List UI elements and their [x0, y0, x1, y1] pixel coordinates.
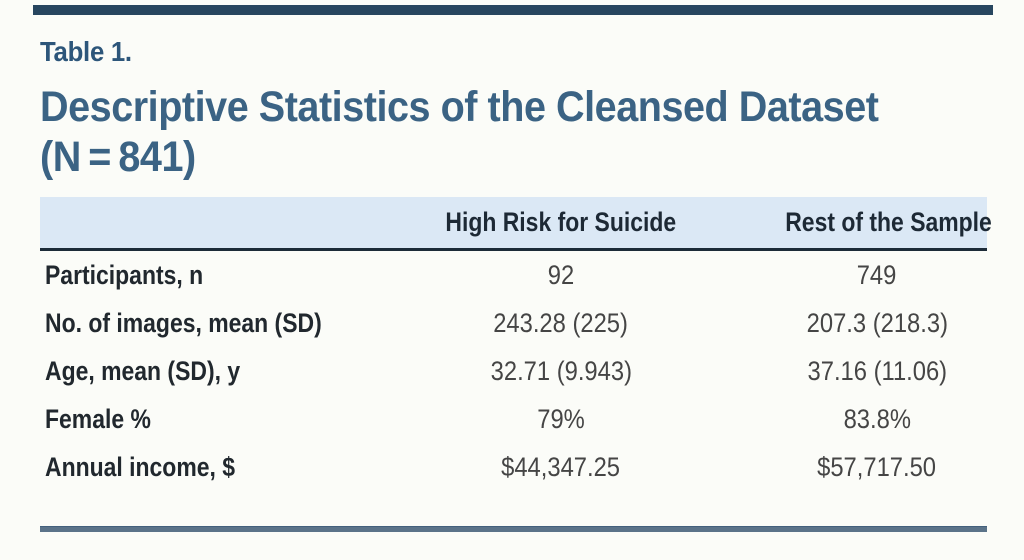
row-label: Female % [45, 403, 151, 434]
row-label: Age, mean (SD), y [45, 355, 241, 386]
cell-value-high-risk: 92 [547, 259, 575, 290]
cell-value-high-risk: 79% [537, 403, 585, 434]
page-title-line1: Descriptive Statistics of the Cleansed D… [40, 83, 879, 131]
table-row-images: No. of images, mean (SD) 243.28 (225) 20… [40, 299, 987, 347]
row-label: Annual income, $ [45, 451, 236, 482]
page-title-line2: (N = 841) [40, 133, 196, 181]
cell-value-rest: 37.16 (11.06) [807, 355, 947, 386]
row-label: Participants, n [45, 259, 204, 290]
top-accent-rule [33, 5, 993, 15]
cell-value-high-risk: 243.28 (225) [493, 307, 629, 338]
table-number-text: Table 1. [40, 36, 132, 67]
page-title: Descriptive Statistics of the Cleansed D… [40, 82, 951, 182]
cell-value-rest: 207.3 (218.3) [806, 307, 948, 338]
table-header-row: High Risk for Suicide Rest of the Sample [40, 197, 992, 251]
table-row-female: Female % 79% 83.8% [40, 395, 987, 443]
cell-value-rest: 749 [857, 259, 897, 290]
cell-value-high-risk: 32.71 (9.943) [490, 355, 632, 386]
descriptive-statistics-table: High Risk for Suicide Rest of the Sample… [40, 197, 992, 491]
table-row-age: Age, mean (SD), y 32.71 (9.943) 37.16 (1… [40, 347, 987, 395]
column-header-rest-of-sample: Rest of the Sample [785, 207, 992, 237]
row-label: No. of images, mean (SD) [45, 307, 322, 338]
column-header-high-risk: High Risk for Suicide [445, 207, 677, 237]
table-row-participants: Participants, n 92 749 [40, 251, 987, 299]
cell-value-rest: $57,717.50 [817, 451, 937, 482]
bottom-accent-rule [40, 526, 987, 532]
cell-value-rest: 83.8% [843, 403, 911, 434]
cell-value-high-risk: $44,347.25 [501, 451, 621, 482]
table-row-income: Annual income, $ $44,347.25 $57,717.50 [40, 443, 987, 491]
table-number: Table 1. [40, 36, 140, 68]
